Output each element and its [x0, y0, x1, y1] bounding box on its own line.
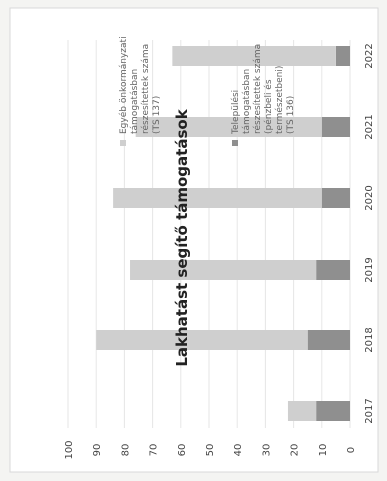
legend-label: részesítettek száma	[252, 44, 263, 134]
bar-2019-series-2	[130, 260, 317, 280]
chart-title: Lakhatást segítő támogatások	[173, 108, 191, 366]
x-tick-label: 2019	[364, 257, 375, 282]
y-tick-label: 60	[177, 444, 188, 457]
x-tick-label: 2020	[364, 185, 375, 210]
legend-label: Települési	[230, 90, 241, 135]
y-tick-label: 0	[346, 447, 357, 453]
legend-label: támogatásban	[130, 69, 140, 134]
y-axis-ticks: 0 10 20 30 40 50 60 70 80 90 100	[64, 440, 357, 459]
legend-label: (TS 136)	[286, 96, 296, 134]
legend: Egyéb önkormányzati támogatásban részesíte…	[118, 36, 296, 146]
y-tick-label: 70	[149, 444, 160, 457]
bar-2021-series-1	[321, 117, 350, 137]
x-tick-label: 2018	[364, 327, 375, 352]
bar-2020-series-1	[321, 188, 350, 208]
legend-label: támogatásban	[242, 69, 252, 134]
gridlines	[67, 40, 351, 428]
legend-swatch	[120, 140, 126, 146]
x-tick-label: 2017	[364, 398, 375, 423]
bar-2017-series-1	[316, 401, 350, 421]
bar-2019-series-1	[316, 260, 350, 280]
y-tick-label: 40	[233, 444, 244, 457]
legend-label: Egyéb önkormányzati	[118, 36, 129, 134]
legend-label: (pénzbeli és	[263, 79, 274, 134]
chart-frame	[9, 7, 379, 473]
legend-label: (TS 137)	[152, 96, 162, 134]
bar-2022-series-2	[172, 46, 336, 66]
y-tick-label: 30	[261, 444, 272, 457]
bar-2020-series-2	[113, 188, 322, 208]
y-tick-label: 20	[290, 444, 301, 457]
bar-2018-series-2	[96, 330, 308, 350]
y-tick-label: 90	[92, 444, 103, 457]
bar-2018-series-1	[307, 330, 350, 350]
bar-2022-series-1	[335, 46, 350, 66]
y-tick-label: 80	[120, 444, 131, 457]
bars	[96, 46, 350, 421]
y-tick-label: 10	[318, 444, 329, 457]
x-axis-ticks: 2017 2018 2019 2020 2021 2022	[364, 43, 375, 423]
bar-2017-series-2	[287, 401, 317, 421]
legend-swatch	[232, 140, 238, 146]
legend-label: részesítettek száma	[140, 44, 151, 134]
y-tick-label: 100	[64, 440, 75, 459]
x-tick-label: 2022	[364, 43, 375, 68]
y-tick-label: 50	[205, 444, 216, 457]
legend-label: természetbeni)	[274, 66, 285, 134]
bar-2021-series-2	[135, 117, 322, 137]
x-tick-label: 2021	[364, 114, 375, 139]
